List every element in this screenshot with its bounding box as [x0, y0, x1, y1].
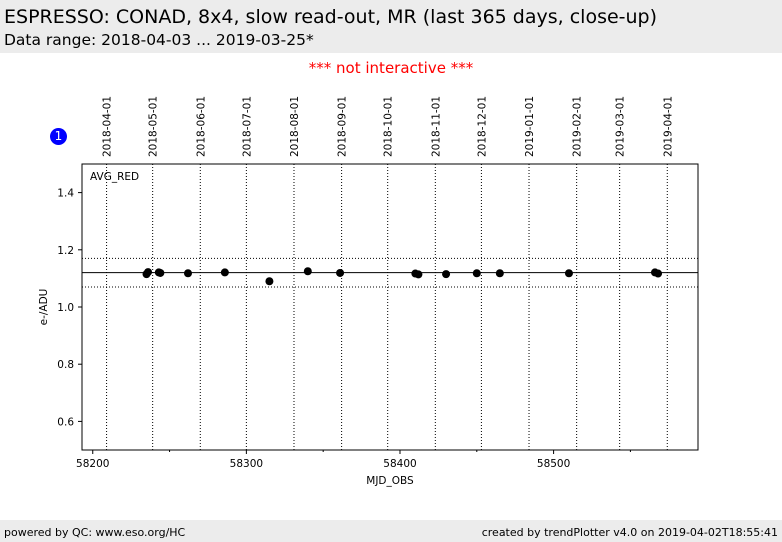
plot-frame: [81, 163, 699, 451]
data-point: [414, 270, 423, 279]
data-point: [336, 268, 345, 277]
date-marker-label: 2019-04-01: [662, 96, 674, 157]
data-point: [564, 269, 573, 278]
data-point: [183, 269, 192, 278]
footer-bar: powered by QC: www.eso.org/HC created by…: [0, 520, 782, 542]
panel-label: AVG_RED: [90, 171, 139, 183]
x-tick-label: 58400: [383, 458, 416, 470]
not-interactive-notice: *** not interactive ***: [308, 59, 474, 77]
plot-area: [82, 164, 698, 450]
data-point: [472, 269, 481, 278]
data-point: [220, 268, 229, 277]
page-title: ESPRESSO: CONAD, 8x4, slow read-out, MR …: [4, 6, 658, 28]
date-marker-label: 2018-09-01: [337, 96, 349, 157]
y-tick-label: 1.4: [57, 188, 74, 200]
data-point: [156, 268, 165, 277]
y-tick-label: 1.2: [57, 245, 74, 257]
x-tick-label: 58200: [76, 458, 109, 470]
y-tick-label: 0.6: [57, 416, 74, 428]
date-marker-label: 2018-04-01: [102, 96, 114, 157]
y-tick-label: 0.8: [57, 359, 74, 371]
date-marker-label: 2019-01-01: [524, 96, 536, 157]
y-axis-label: e-/ADU: [38, 289, 50, 326]
data-point: [654, 269, 663, 278]
x-axis-label: MJD_OBS: [366, 475, 414, 487]
date-marker-label: 2018-06-01: [195, 96, 207, 157]
date-marker-label: 2019-02-01: [572, 96, 584, 157]
date-marker-label: 2018-08-01: [289, 96, 301, 157]
footer-created-by: created by trendPlotter v4.0 on 2019-04-…: [481, 526, 778, 539]
date-marker-label: 2019-03-01: [615, 96, 627, 157]
date-marker-label: 2018-11-01: [430, 96, 442, 157]
trend-chart: 2018-04-01 2018-05-01 2018-06-01 2018-07-01…: [38, 96, 699, 487]
date-marker-label: 2018-12-01: [476, 96, 488, 157]
data-point: [495, 269, 504, 278]
x-tick-label: 58500: [537, 458, 570, 470]
plot-number-badge: 1: [50, 128, 67, 145]
data-point: [144, 268, 153, 277]
x-tick-label: 58300: [230, 458, 263, 470]
header-bar: ESPRESSO: CONAD, 8x4, slow read-out, MR …: [0, 0, 782, 53]
data-point: [303, 267, 312, 276]
data-range-subtitle: Data range: 2018-04-03 ... 2019-03-25*: [4, 31, 314, 49]
date-marker-label: 2018-05-01: [148, 96, 160, 157]
date-marker-label: 2018-07-01: [241, 96, 253, 157]
date-marker-label: 2018-10-01: [383, 96, 395, 157]
footer-powered-by: powered by QC: www.eso.org/HC: [4, 526, 186, 539]
data-point: [442, 270, 451, 279]
y-tick-label: 1.0: [57, 302, 74, 314]
data-point: [265, 277, 274, 286]
